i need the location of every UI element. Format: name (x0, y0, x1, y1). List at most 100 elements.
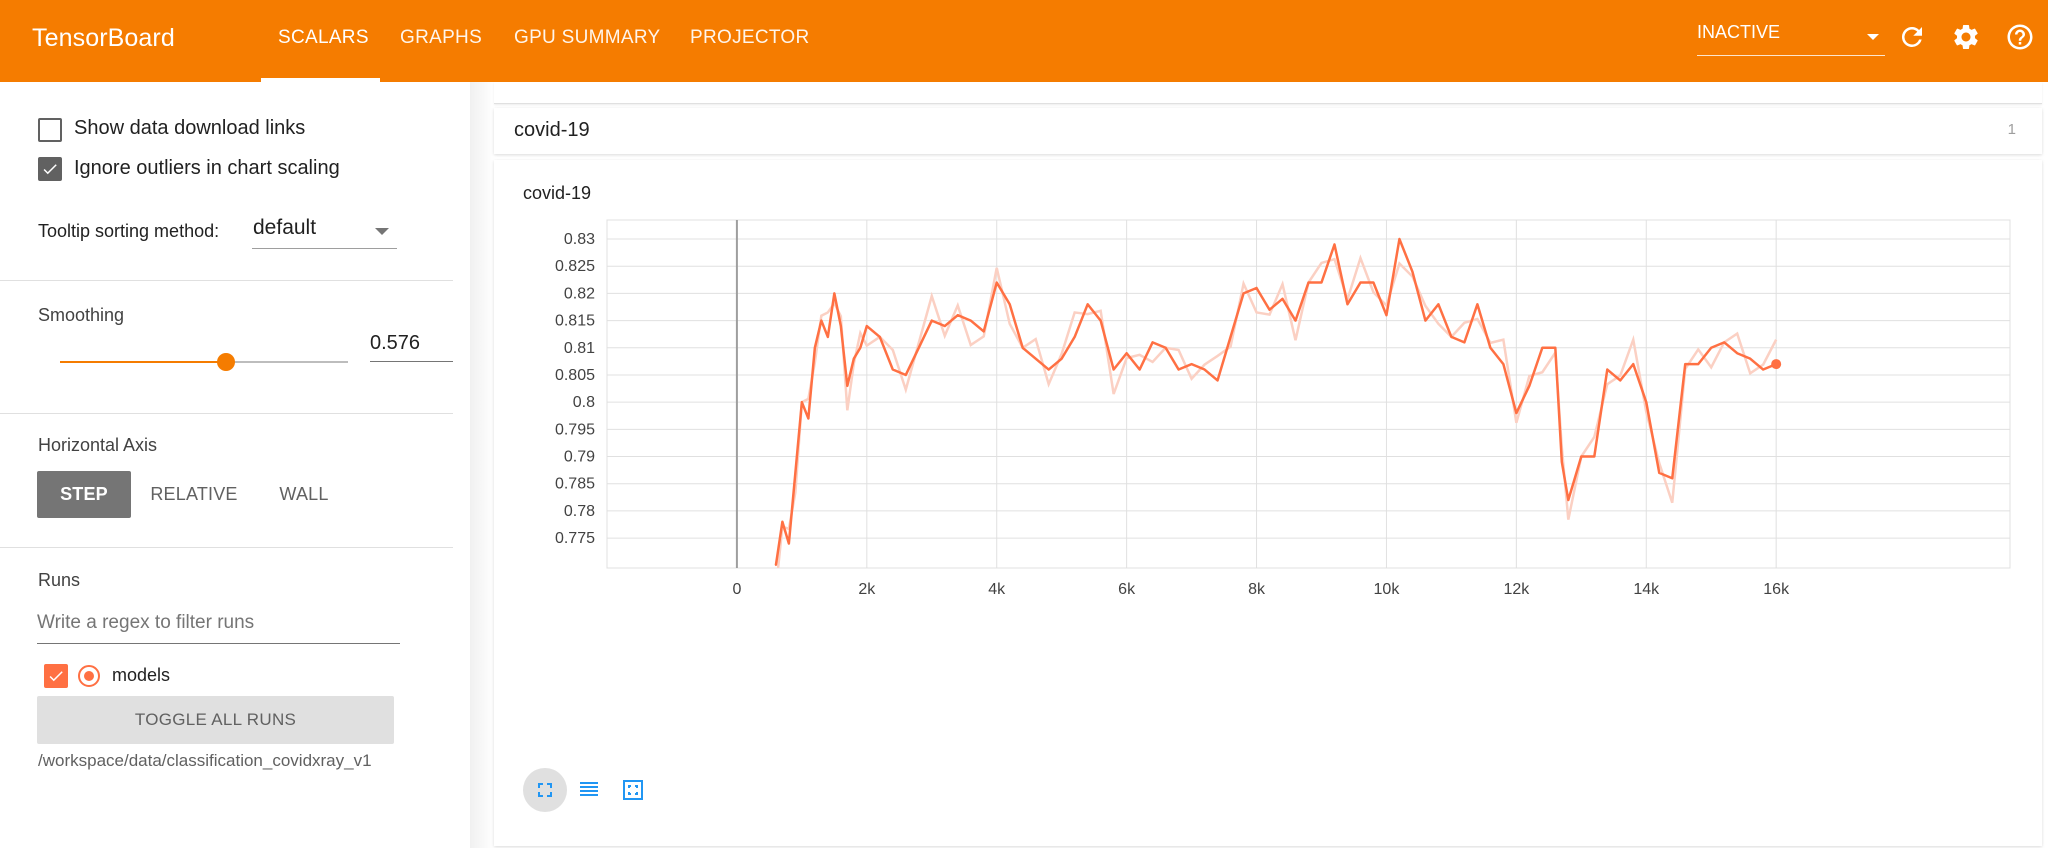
data-point (1138, 368, 1141, 371)
scalar-chart[interactable]: 0.775 0.78 0.785 0.79 0.795 0.8 0.805 0.81 0.815… (494, 160, 2042, 760)
run-models-color-radio[interactable] (78, 665, 100, 687)
tooltip-sorting-dropdown[interactable]: default (252, 214, 397, 249)
select-area-icon (623, 780, 643, 800)
divider (0, 280, 453, 281)
data-point (1580, 455, 1583, 458)
data-point (1203, 368, 1206, 371)
data-point (1125, 352, 1128, 355)
smoothing-slider[interactable] (60, 353, 348, 371)
data-point (1645, 401, 1648, 403)
zoom-selection-button[interactable] (611, 768, 655, 812)
data-point (943, 325, 946, 327)
inactive-plugins-dropdown[interactable]: INACTIVE (1697, 22, 1885, 56)
data-point (1385, 314, 1388, 316)
data-point (1372, 281, 1375, 284)
data-point (917, 346, 920, 349)
data-point (866, 325, 868, 327)
data-point (1437, 303, 1440, 306)
smoothing-label: Smoothing (38, 305, 125, 325)
data-point (1619, 379, 1622, 382)
tooltip-sorting-value: default (253, 216, 317, 239)
show-download-links-checkbox[interactable] (38, 118, 62, 142)
data-point (891, 368, 894, 371)
axis-relative-button[interactable]: RELATIVE (150, 484, 238, 504)
data-point (1424, 319, 1427, 322)
x-tick-label: 6k (1118, 581, 1136, 598)
data-point (1515, 412, 1518, 414)
data-point (879, 336, 881, 338)
previous-card-edge (494, 82, 2042, 104)
inactive-plugins-label: INACTIVE (1697, 22, 1781, 42)
data-point (1359, 281, 1362, 284)
sidebar-shadow (470, 82, 494, 848)
y-tick-label: 0.785 (555, 476, 595, 493)
data-point (1008, 303, 1011, 306)
data-point (995, 281, 998, 284)
tab-graphs[interactable]: GRAPHS (400, 27, 483, 48)
y-tick-label: 0.775 (555, 530, 595, 547)
data-point (1567, 499, 1570, 501)
settings-icon[interactable] (1951, 22, 1981, 52)
data-point (969, 319, 972, 322)
divider (0, 547, 453, 548)
fit-domain-button[interactable] (523, 768, 567, 812)
data-point (1541, 346, 1544, 349)
data-point (1255, 287, 1258, 289)
data-point (1736, 352, 1738, 355)
data-point (1268, 308, 1271, 311)
chart-title: covid-19 (523, 183, 592, 203)
scalar-chart-card: covid-19 0.775 0.78 0.785 0.79 0.795 0.8 0.805… (494, 160, 2042, 846)
tab-projector[interactable]: PROJECTOR (690, 27, 810, 48)
ignore-outliers-checkbox[interactable] (38, 157, 62, 181)
data-point (1177, 368, 1180, 371)
data-point (1294, 319, 1297, 322)
toggle-all-runs-button[interactable]: TOGGLE ALL RUNS (37, 696, 394, 744)
data-point (1606, 368, 1609, 371)
data-point (982, 330, 985, 333)
data-point (788, 542, 790, 545)
refresh-icon[interactable] (1897, 22, 1927, 52)
runs-label: Runs (38, 570, 81, 590)
smoothing-value-input[interactable]: 0.576 (370, 332, 453, 362)
divider (0, 413, 453, 414)
smoothing-slider-thumb[interactable] (216, 353, 235, 371)
data-point (1528, 385, 1531, 387)
data-point (904, 374, 907, 376)
x-tick-label: 0 (732, 581, 741, 598)
data-point (1346, 303, 1349, 306)
runs-filter-input[interactable]: Write a regex to filter runs (37, 612, 400, 644)
tag-group-count: 1 (2007, 121, 2016, 138)
tab-gpu-summary[interactable]: GPU SUMMARY (514, 27, 661, 48)
help-icon[interactable] (2005, 22, 2035, 52)
data-point (801, 401, 803, 403)
active-tab-indicator (261, 78, 380, 82)
y-tick-label: 0.83 (564, 231, 595, 248)
tag-group-header[interactable]: covid-19 1 (494, 108, 2042, 154)
data-point (1281, 298, 1284, 300)
data-point (794, 472, 797, 474)
data-point (781, 520, 784, 523)
data-point (1307, 281, 1310, 284)
data-point (1749, 357, 1751, 360)
data-point (1554, 346, 1557, 349)
data-point (1411, 270, 1414, 273)
data-point (853, 357, 855, 360)
x-tick-label: 8k (1248, 581, 1266, 598)
axis-wall-button[interactable]: WALL (279, 484, 329, 504)
app-title: TensorBoard (32, 24, 175, 52)
tab-scalars[interactable]: SCALARS (278, 27, 369, 48)
data-point (840, 325, 842, 327)
run-models-checkbox[interactable] (44, 664, 68, 688)
data-point (1762, 368, 1764, 371)
list-lines-icon (580, 782, 598, 796)
axis-step-button[interactable]: STEP (37, 471, 131, 518)
data-point (1333, 243, 1336, 246)
x-tick-label: 4k (988, 581, 1006, 598)
y-tick-label: 0.81 (564, 340, 595, 357)
data-point (1671, 477, 1674, 480)
data-point (1476, 303, 1479, 306)
data-point (1164, 346, 1167, 349)
toggle-log-scale-button[interactable] (567, 768, 611, 812)
show-download-links-label: Show data download links (74, 117, 306, 139)
data-point (1151, 341, 1154, 344)
